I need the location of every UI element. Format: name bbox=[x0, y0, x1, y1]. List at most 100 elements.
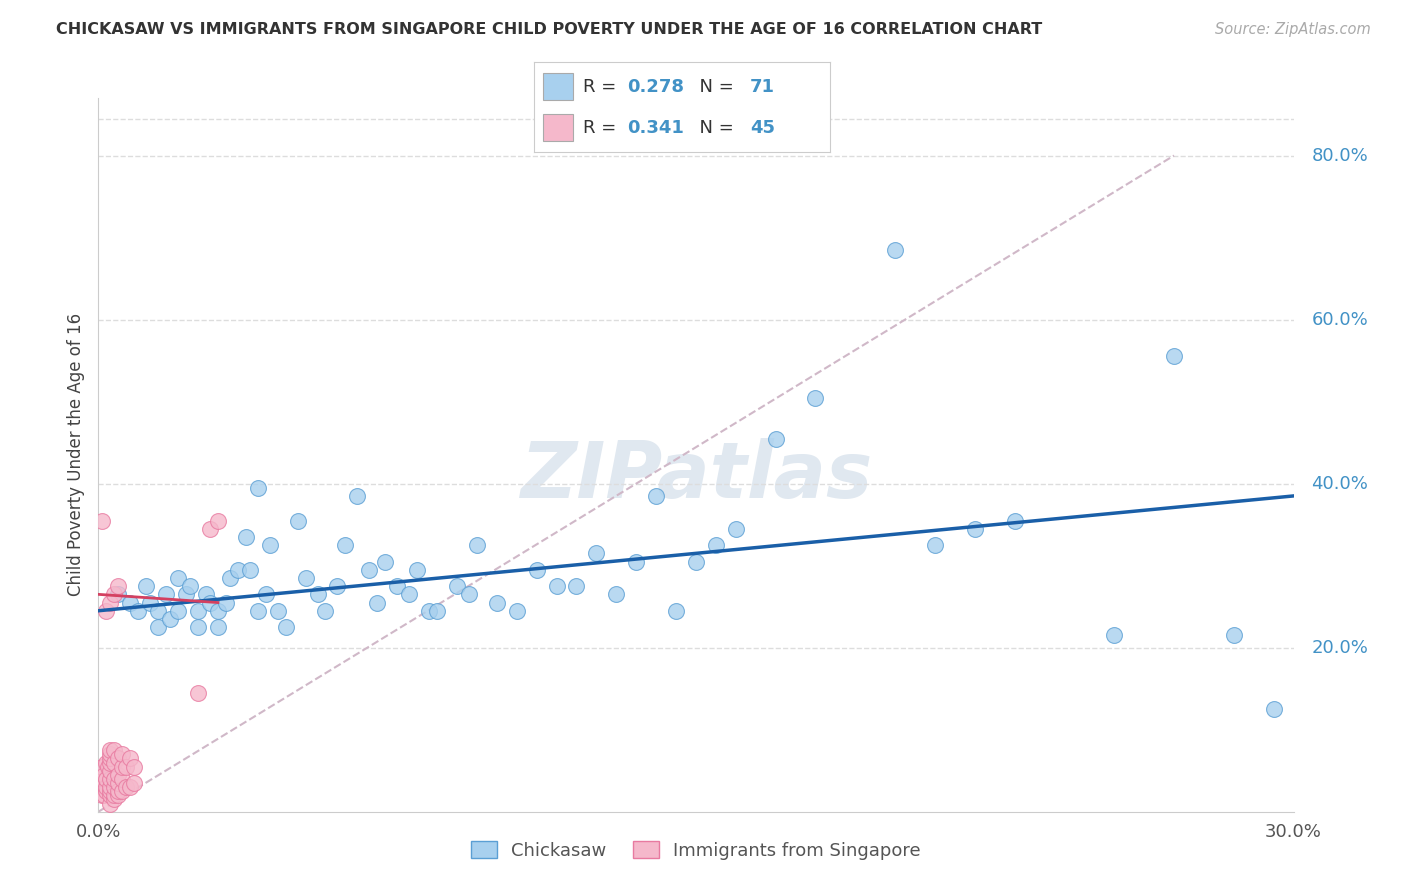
Point bbox=[963, 522, 986, 536]
Point bbox=[406, 563, 429, 577]
Point bbox=[219, 571, 242, 585]
Point bbox=[107, 776, 129, 790]
Text: 80.0%: 80.0% bbox=[1312, 146, 1368, 164]
Point bbox=[239, 563, 262, 577]
Point bbox=[107, 579, 129, 593]
Point bbox=[148, 604, 170, 618]
FancyBboxPatch shape bbox=[543, 73, 572, 100]
Legend: Chickasaw, Immigrants from Singapore: Chickasaw, Immigrants from Singapore bbox=[464, 834, 928, 867]
Point bbox=[139, 596, 162, 610]
Point bbox=[465, 538, 488, 552]
Point bbox=[115, 780, 138, 794]
Point bbox=[93, 768, 115, 782]
Point bbox=[98, 756, 122, 770]
Text: 45: 45 bbox=[749, 119, 775, 136]
Point bbox=[111, 759, 134, 773]
Point bbox=[98, 797, 122, 811]
Point bbox=[111, 747, 134, 762]
Point bbox=[804, 391, 827, 405]
Point bbox=[207, 604, 229, 618]
Point bbox=[624, 555, 647, 569]
Point bbox=[124, 776, 146, 790]
Point bbox=[198, 522, 221, 536]
Point bbox=[187, 620, 209, 634]
Text: 20.0%: 20.0% bbox=[1312, 639, 1368, 657]
Point bbox=[565, 579, 588, 593]
Point bbox=[98, 780, 122, 794]
Point bbox=[246, 604, 269, 618]
Point bbox=[418, 604, 440, 618]
Point bbox=[97, 759, 120, 773]
Point bbox=[254, 587, 277, 601]
Point bbox=[346, 489, 368, 503]
Point bbox=[315, 604, 337, 618]
Point bbox=[335, 538, 357, 552]
Point bbox=[91, 780, 114, 794]
Point bbox=[235, 530, 257, 544]
Point bbox=[326, 579, 349, 593]
Point bbox=[207, 620, 229, 634]
Point bbox=[1102, 628, 1125, 642]
Point bbox=[120, 596, 142, 610]
Point bbox=[1222, 628, 1246, 642]
Point bbox=[96, 756, 118, 770]
Point bbox=[294, 571, 316, 585]
Point bbox=[287, 514, 309, 528]
Point bbox=[96, 604, 118, 618]
Point bbox=[267, 604, 290, 618]
Text: 60.0%: 60.0% bbox=[1312, 310, 1368, 328]
Text: R =: R = bbox=[583, 78, 621, 95]
Point bbox=[103, 772, 125, 786]
Point bbox=[124, 759, 146, 773]
Point bbox=[685, 555, 707, 569]
Point bbox=[645, 489, 668, 503]
Point bbox=[226, 563, 249, 577]
Point bbox=[98, 772, 122, 786]
Point bbox=[98, 747, 122, 762]
Point bbox=[485, 596, 508, 610]
Point bbox=[98, 789, 122, 803]
Point bbox=[546, 579, 568, 593]
Point bbox=[96, 772, 118, 786]
Point bbox=[1004, 514, 1026, 528]
Text: ZIPatlas: ZIPatlas bbox=[520, 438, 872, 515]
Point bbox=[1263, 702, 1285, 716]
Text: 71: 71 bbox=[749, 78, 775, 95]
Point bbox=[194, 587, 218, 601]
Point bbox=[91, 514, 114, 528]
Point bbox=[91, 772, 114, 786]
Point bbox=[103, 587, 125, 601]
Point bbox=[103, 792, 125, 806]
Point bbox=[148, 620, 170, 634]
Text: Source: ZipAtlas.com: Source: ZipAtlas.com bbox=[1215, 22, 1371, 37]
Point bbox=[366, 596, 388, 610]
Point bbox=[96, 780, 118, 794]
Text: N =: N = bbox=[688, 78, 734, 95]
Point bbox=[446, 579, 468, 593]
Point bbox=[246, 481, 269, 495]
Point bbox=[187, 604, 209, 618]
Point bbox=[398, 587, 420, 601]
Point bbox=[426, 604, 449, 618]
Point bbox=[1163, 350, 1185, 364]
Point bbox=[107, 587, 129, 601]
Point bbox=[93, 789, 115, 803]
Y-axis label: Child Poverty Under the Age of 16: Child Poverty Under the Age of 16 bbox=[66, 313, 84, 597]
Text: 40.0%: 40.0% bbox=[1312, 475, 1368, 492]
Point bbox=[259, 538, 281, 552]
Point bbox=[98, 751, 122, 765]
Point bbox=[307, 587, 329, 601]
Point bbox=[98, 743, 122, 757]
Point bbox=[605, 587, 627, 601]
Point bbox=[765, 432, 787, 446]
Point bbox=[506, 604, 529, 618]
Point bbox=[274, 620, 297, 634]
Point bbox=[98, 764, 122, 778]
Point bbox=[458, 587, 481, 601]
Point bbox=[96, 784, 118, 798]
Point bbox=[127, 604, 149, 618]
Point bbox=[135, 579, 157, 593]
Point bbox=[98, 596, 122, 610]
Point bbox=[704, 538, 727, 552]
Point bbox=[215, 596, 238, 610]
